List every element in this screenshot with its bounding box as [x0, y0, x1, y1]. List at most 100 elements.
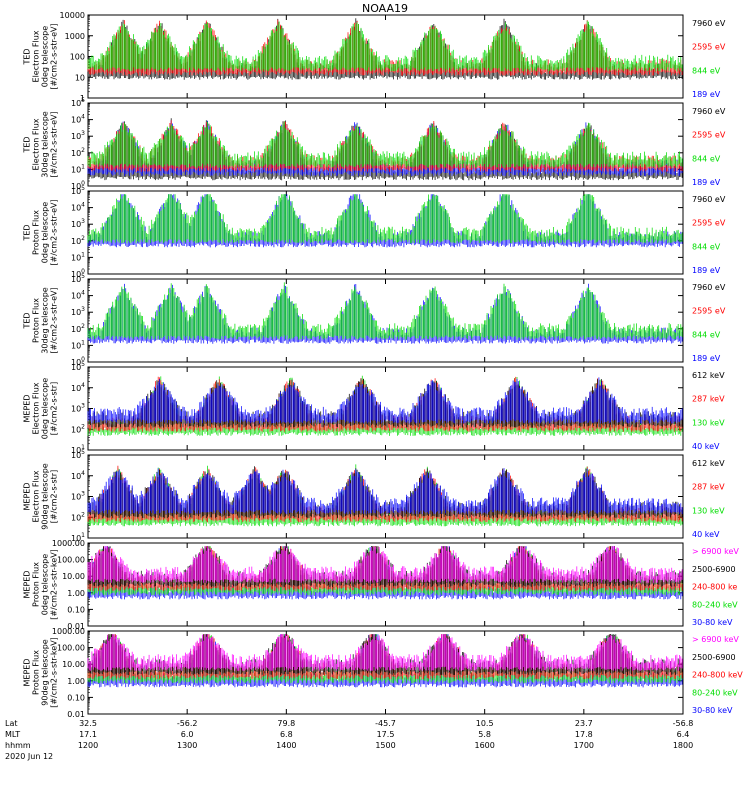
y-axis-label: TED Proton Flux 30deg telescope [#/cm2-s-st… — [23, 287, 59, 354]
y-tick-label: 101 — [71, 444, 85, 455]
chart-title: NOAA19 — [362, 2, 408, 15]
y-tick-label: 100.00 — [57, 556, 85, 565]
y-tick-label: 101 — [71, 163, 85, 174]
y-tick-label-exponent: 2 — [81, 511, 85, 518]
footer-value: 10.5 — [476, 719, 494, 728]
y-axis-label-line: Electron Flux — [32, 382, 41, 434]
y-tick-label-base: 10 — [71, 405, 81, 414]
legend-entry: 612 keV — [692, 459, 725, 468]
y-tick-label-base: 10 — [71, 472, 81, 481]
y-axis-label-line: Electron Flux — [32, 470, 41, 522]
y-axis-label-line: Proton Flux — [32, 562, 41, 607]
y-tick-label: 100 — [71, 356, 85, 367]
y-tick-label-exponent: 5 — [81, 185, 85, 192]
legend-entry: 189 eV — [692, 266, 721, 275]
y-axis-label: MEPED Proton Flux 0deg telescope [#/cm2-s-s… — [23, 549, 59, 620]
y-tick-label: 100.00 — [57, 644, 85, 653]
y-axis-label-line: 0deg telescope — [41, 26, 50, 87]
y-tick-label: 103 — [71, 491, 85, 502]
y-axis-label: TED Electron Flux 0deg telescope [#/cm2-s-s… — [23, 23, 59, 89]
legend-entry: 189 eV — [692, 90, 721, 99]
legend-entry: 240-800 ke — [692, 583, 737, 592]
y-axis-label-line: [#/cm2-s-str-eV] — [50, 199, 59, 265]
y-axis-label-line: [#/cm2-s-str-eV] — [50, 287, 59, 353]
y-tick-label-exponent: 5 — [81, 449, 85, 456]
series-b — [87, 377, 683, 424]
y-tick-label-base: 10 — [71, 513, 81, 522]
legend-entry: 7960 eV — [692, 283, 726, 292]
legend-entry: 2500-6900 — [692, 565, 736, 574]
y-tick-label-exponent: 1 — [81, 163, 85, 170]
y-tick-label-base: 10 — [71, 451, 81, 460]
y-tick-label: 103 — [71, 403, 85, 414]
y-tick-label: 1000.00 — [52, 539, 85, 548]
y-axis-label-line: 30deg telescope — [41, 287, 50, 354]
y-tick-label-base: 10 — [71, 534, 81, 543]
y-tick-label-base: 10 — [71, 116, 81, 125]
y-tick-label: 101 — [71, 251, 85, 262]
legend-entry: 2595 eV — [692, 219, 726, 228]
footer-value: -56.2 — [177, 719, 198, 728]
y-tick-label-exponent: 5 — [81, 273, 85, 280]
y-axis-label-line: TED — [23, 312, 32, 329]
y-axis-label-line: MEPED — [23, 571, 32, 599]
footer-value: -56.8 — [673, 719, 694, 728]
y-tick-label-exponent: 1 — [81, 339, 85, 346]
y-tick-label: 1.00 — [67, 677, 85, 686]
y-tick-label-base: 10 — [71, 165, 81, 174]
y-tick-label-base: 10 — [71, 446, 81, 455]
y-tick-label-base: 10 — [71, 425, 81, 434]
y-tick-label: 105 — [71, 273, 85, 284]
y-tick-label-base: 10 — [71, 292, 81, 301]
y-axis-label-line: Proton Flux — [32, 298, 41, 343]
y-axis-label-line: TED — [23, 136, 32, 153]
y-tick-label: 0.10 — [67, 605, 85, 614]
y-tick-label-base: 10 — [71, 182, 81, 191]
y-tick-label: 103 — [71, 306, 85, 317]
y-tick-label: 105 — [71, 185, 85, 196]
y-tick-label: 100 — [70, 53, 85, 62]
footer-row-label: hhmm — [5, 741, 31, 750]
y-tick-label: 0.01 — [67, 622, 85, 631]
legend-entry: 612 keV — [692, 371, 725, 380]
y-tick-label: 1 — [80, 94, 85, 103]
legend-entry: 287 keV — [692, 395, 725, 404]
legend-entry: 40 keV — [692, 530, 720, 539]
y-axis-label-line: 30deg telescope — [41, 111, 50, 178]
y-tick-label: 1000.00 — [52, 627, 85, 636]
legend-entry: 189 eV — [692, 354, 721, 363]
y-axis-label-line: 0deg telescope — [41, 202, 50, 263]
y-axis-label-line: [#/cm2-s-str] — [50, 382, 59, 435]
y-tick-label: 101 — [71, 532, 85, 543]
y-tick-label-exponent: 0 — [81, 356, 85, 363]
footer-value: 1600 — [474, 741, 494, 750]
y-tick-label-exponent: 2 — [81, 147, 85, 154]
y-tick-label-exponent: 4 — [81, 290, 85, 297]
y-tick-label-base: 10 — [71, 358, 81, 367]
footer-value: 6.0 — [181, 730, 194, 739]
y-tick-label: 10.00 — [62, 572, 85, 581]
y-tick-label-base: 10 — [71, 237, 81, 246]
series-g — [87, 194, 683, 244]
y-axis-label-line: TED — [23, 224, 32, 241]
y-tick-label-exponent: 1 — [81, 532, 85, 539]
y-axis-label-line: [#/cm2-s-str] — [50, 470, 59, 523]
y-axis-label: MEPED Electron Flux 0deg telescope [#/cm2-s… — [23, 378, 59, 439]
y-axis-label-line: [#/cm2-s-str-keV] — [50, 637, 59, 708]
legend-entry: 7960 eV — [692, 19, 726, 28]
y-tick-label: 0.01 — [67, 710, 85, 719]
legend-entry: 844 eV — [692, 242, 721, 251]
series-g — [87, 20, 683, 72]
y-tick-label-exponent: 3 — [81, 306, 85, 313]
y-tick-label-base: 10 — [71, 493, 81, 502]
y-tick-label: 104 — [71, 470, 85, 481]
y-tick-label-exponent: 1 — [81, 251, 85, 258]
y-tick-label-base: 10 — [71, 220, 81, 229]
legend-entry: 240-800 keV — [692, 671, 743, 680]
footer-row-label: MLT — [5, 730, 20, 739]
legend-entry: 2500-6900 — [692, 653, 736, 662]
y-tick-label-base: 10 — [71, 204, 81, 213]
